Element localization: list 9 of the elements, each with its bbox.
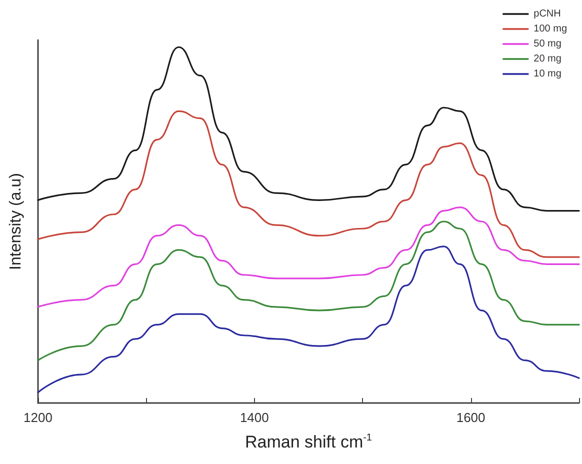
x-tick-label: 1600 (456, 410, 486, 425)
legend-label: 100 mg (534, 24, 568, 34)
legend-label: 20 mg (534, 54, 562, 64)
legend-label: 10 mg (534, 68, 562, 80)
legend-label: 50 mg (534, 38, 562, 50)
x-tick-label: 1400 (240, 410, 269, 425)
y-axis-title: Intensity (a.u) (8, 173, 24, 270)
x-tick-label: 1200 (24, 410, 52, 425)
legend-label: pCNH (534, 8, 561, 20)
